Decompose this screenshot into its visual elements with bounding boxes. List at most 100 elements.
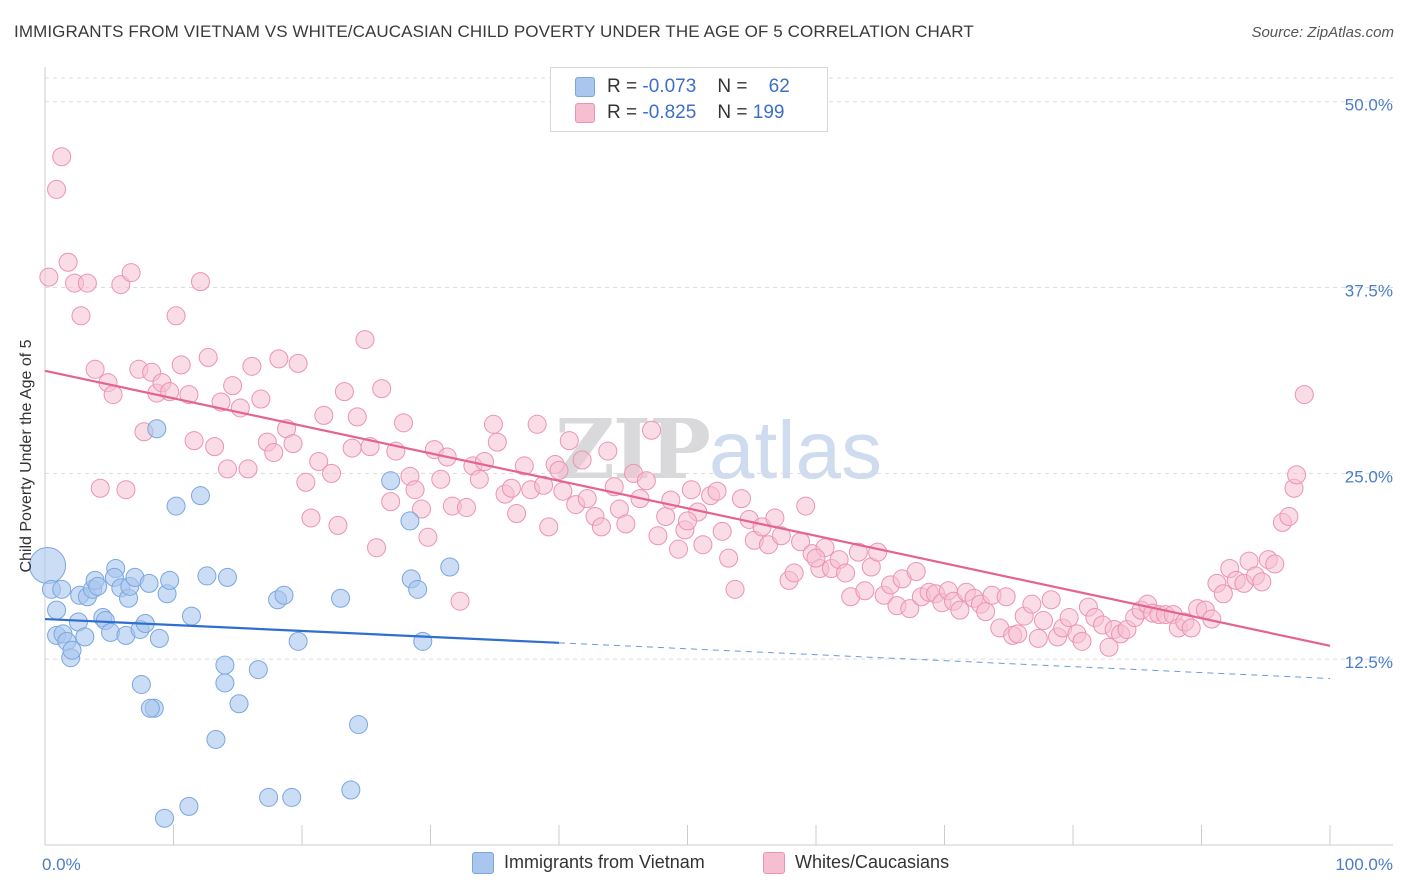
point-whites-caucasians — [238, 459, 258, 479]
point-whites-caucasians — [223, 376, 243, 396]
point-whites-caucasians — [591, 517, 611, 537]
point-whites-caucasians — [242, 356, 262, 376]
point-whites-caucasians — [431, 469, 451, 489]
point-whites-caucasians — [976, 602, 996, 622]
point-whites-caucasians — [1287, 465, 1307, 485]
point-whites-caucasians — [314, 405, 334, 425]
point-whites-caucasians — [1022, 594, 1042, 614]
points-whites-caucasians — [39, 147, 1314, 657]
point-whites-caucasians — [367, 538, 387, 558]
point-immigrants-vietnam — [75, 627, 95, 647]
tick-labels: 12.5% 25.0% 37.5% 50.0% 0.0% 100.0% — [42, 96, 1393, 874]
point-whites-caucasians — [456, 498, 476, 518]
point-immigrants-vietnam — [381, 471, 401, 491]
point-immigrants-vietnam — [229, 694, 249, 714]
point-whites-caucasians — [179, 385, 199, 405]
legend-swatch-pink — [575, 102, 595, 123]
point-immigrants-vietnam — [197, 566, 217, 586]
point-whites-caucasians — [334, 382, 354, 402]
point-whites-caucasians — [719, 548, 739, 568]
point-whites-caucasians — [514, 456, 534, 476]
point-whites-caucasians — [656, 506, 676, 526]
legend-swatch-blue — [575, 76, 595, 97]
point-whites-caucasians — [572, 450, 592, 470]
point-whites-caucasians — [52, 147, 72, 167]
legend-r-value: -0.073 — [642, 76, 697, 97]
point-whites-caucasians — [836, 563, 856, 583]
point-whites-caucasians — [1181, 618, 1201, 638]
point-whites-caucasians — [855, 581, 875, 601]
point-immigrants-vietnam — [52, 579, 72, 599]
point-whites-caucasians — [598, 441, 618, 461]
point-whites-caucasians — [251, 389, 271, 409]
point-whites-caucasians — [322, 463, 342, 483]
point-whites-caucasians — [296, 472, 316, 492]
point-whites-caucasians — [534, 475, 554, 495]
correlation-legend: R = -0.073 N = 62 R = -0.825 N = 199 — [550, 67, 828, 132]
point-immigrants-vietnam — [440, 557, 460, 577]
point-whites-caucasians — [707, 481, 727, 501]
point-immigrants-vietnam — [408, 579, 428, 599]
point-immigrants-vietnam — [215, 655, 235, 675]
point-whites-caucasians — [372, 379, 392, 399]
point-whites-caucasians — [784, 563, 804, 583]
point-whites-caucasians — [198, 347, 218, 367]
x-tick-label: 100.0% — [1335, 855, 1393, 874]
point-immigrants-vietnam — [349, 715, 369, 735]
point-whites-caucasians — [58, 252, 78, 272]
point-whites-caucasians — [900, 599, 920, 619]
y-tick-label: 25.0% — [1345, 467, 1393, 486]
point-whites-caucasians — [577, 489, 597, 509]
point-whites-caucasians — [171, 355, 191, 375]
point-whites-caucasians — [796, 496, 816, 516]
y-tick-label: 37.5% — [1345, 282, 1393, 301]
point-whites-caucasians — [116, 480, 136, 500]
point-whites-caucasians — [412, 499, 432, 519]
chart-title: IMMIGRANTS FROM VIETNAM VS WHITE/CAUCASI… — [14, 22, 974, 41]
point-whites-caucasians — [616, 514, 636, 534]
y-tick-label: 12.5% — [1345, 653, 1393, 672]
bottom-legend-swatch-pink — [763, 852, 785, 875]
point-whites-caucasians — [71, 306, 91, 326]
point-immigrants-vietnam — [413, 631, 433, 651]
point-whites-caucasians — [283, 434, 303, 454]
point-immigrants-vietnam — [181, 606, 201, 626]
point-immigrants-vietnam — [217, 567, 237, 587]
point-whites-caucasians — [450, 591, 470, 611]
point-whites-caucasians — [950, 600, 970, 620]
point-whites-caucasians — [474, 451, 494, 471]
point-whites-caucasians — [1072, 631, 1092, 651]
point-immigrants-vietnam — [259, 787, 279, 807]
point-immigrants-vietnam — [331, 588, 351, 608]
point-immigrants-vietnam — [248, 660, 268, 680]
point-whites-caucasians — [1033, 611, 1053, 631]
point-immigrants-vietnam — [131, 674, 151, 694]
point-whites-caucasians — [553, 481, 573, 501]
point-whites-caucasians — [527, 414, 547, 434]
trend-line-extension-vietnam — [558, 642, 1331, 680]
point-whites-caucasians — [405, 480, 425, 500]
point-whites-caucasians — [121, 263, 141, 283]
point-whites-caucasians — [269, 349, 289, 369]
point-immigrants-vietnam — [160, 570, 180, 590]
point-whites-caucasians — [642, 420, 662, 440]
point-immigrants-vietnam — [179, 796, 199, 816]
point-immigrants-vietnam — [166, 496, 186, 516]
point-whites-caucasians — [549, 460, 569, 480]
trend-line-immigrants-vietnam — [44, 617, 560, 644]
point-whites-caucasians — [1059, 608, 1079, 628]
point-whites-caucasians — [103, 385, 123, 405]
point-whites-caucasians — [347, 407, 367, 427]
legend-row-whites: R = -0.825 N = 199 — [575, 102, 784, 126]
point-immigrants-vietnam — [288, 631, 308, 651]
point-whites-caucasians — [806, 548, 826, 568]
point-whites-caucasians — [394, 413, 414, 433]
point-whites-caucasians — [264, 443, 284, 463]
axes — [44, 67, 1393, 846]
point-whites-caucasians — [166, 306, 186, 326]
point-immigrants-vietnam — [282, 787, 302, 807]
point-whites-caucasians — [309, 451, 329, 471]
point-immigrants-vietnam — [400, 511, 420, 531]
point-whites-caucasians — [1041, 590, 1061, 610]
point-whites-caucasians — [501, 478, 521, 498]
